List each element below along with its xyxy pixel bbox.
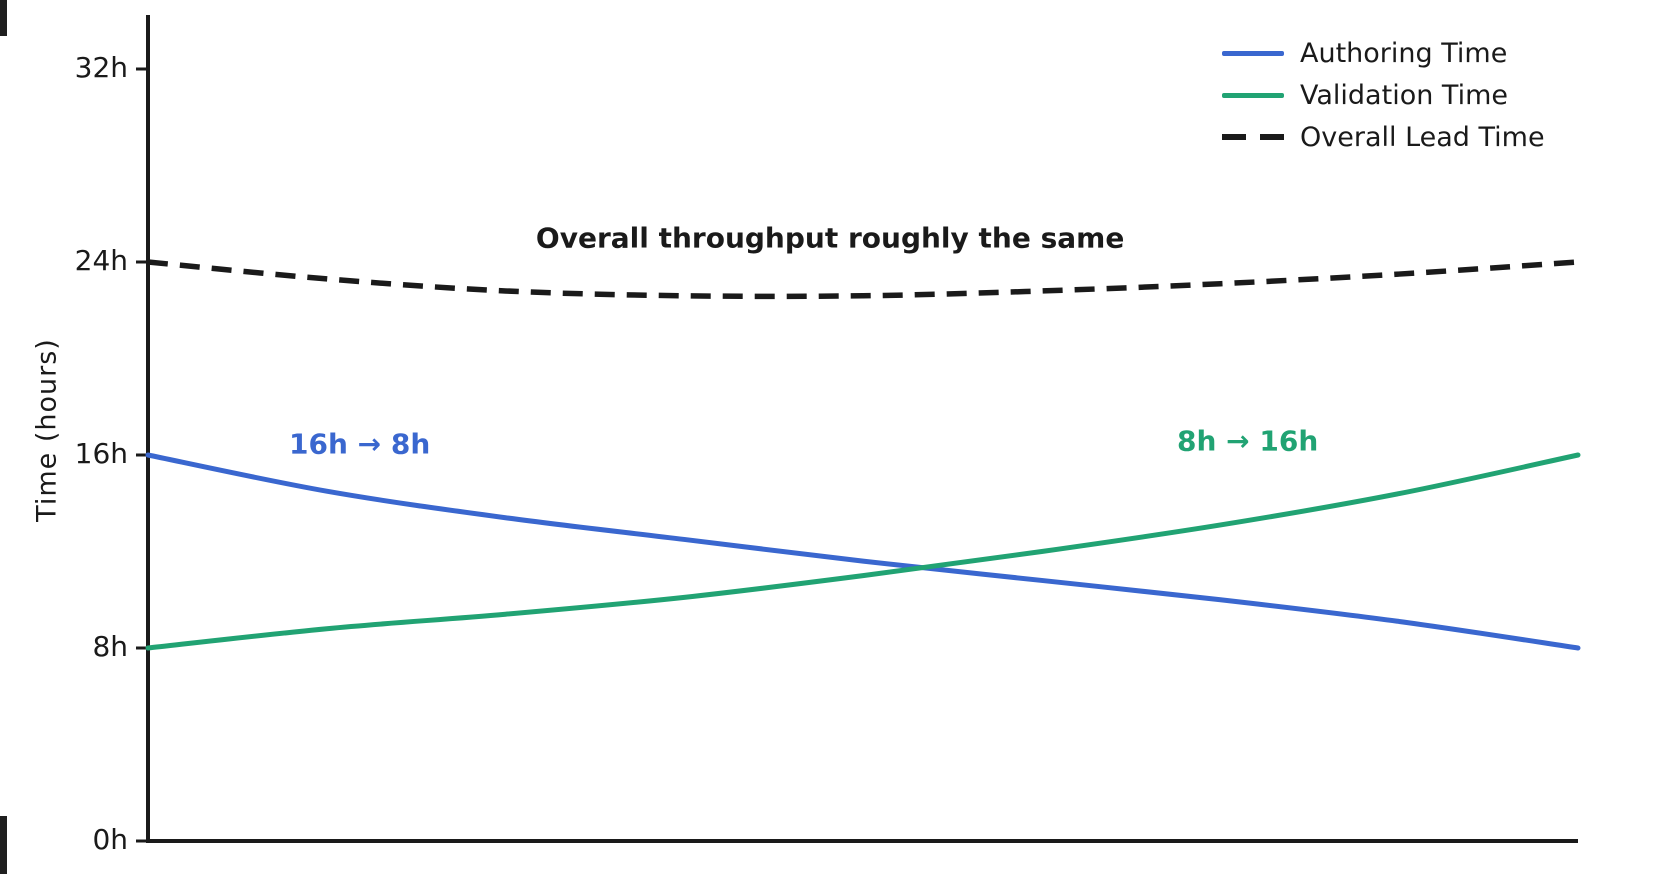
y-axis-title: Time (hours) <box>31 338 63 522</box>
y-tick-label-32h: 32h <box>74 51 128 84</box>
validation-time-line <box>145 452 1581 651</box>
y-tick-label-24h: 24h <box>74 244 128 277</box>
overall-lead-time-line <box>147 259 1579 300</box>
authoring-time-line <box>145 452 1581 651</box>
legend-item-overall-lead-time: Overall Lead Time <box>1222 116 1545 158</box>
y-tick-label-8h: 8h <box>92 630 128 663</box>
legend-label-validation: Validation Time <box>1300 79 1508 111</box>
screen-edge-artifact-top <box>0 0 7 36</box>
annotation-validation-change: 8h → 16h <box>1177 424 1319 458</box>
legend-item-authoring-time: Authoring Time <box>1222 32 1545 74</box>
legend-label-authoring: Authoring Time <box>1300 37 1508 69</box>
annotation-authoring-change: 16h → 8h <box>288 427 431 461</box>
legend-item-validation-time: Validation Time <box>1222 74 1545 116</box>
annotation-overall-throughput: Overall throughput roughly the same <box>535 221 1125 255</box>
y-tick-label-16h: 16h <box>74 437 128 470</box>
screen-edge-artifact-bottom <box>0 816 7 874</box>
legend-label-overall: Overall Lead Time <box>1300 121 1545 153</box>
legend-line-sample-validation <box>1222 92 1284 98</box>
legend-line-sample-authoring <box>1222 50 1284 56</box>
series-lines <box>145 259 1581 651</box>
legend-line-sample-overall <box>1222 134 1284 140</box>
legend: Authoring Time Validation Time Overall L… <box>1222 32 1545 158</box>
y-tick-label-0h: 0h <box>92 823 128 856</box>
